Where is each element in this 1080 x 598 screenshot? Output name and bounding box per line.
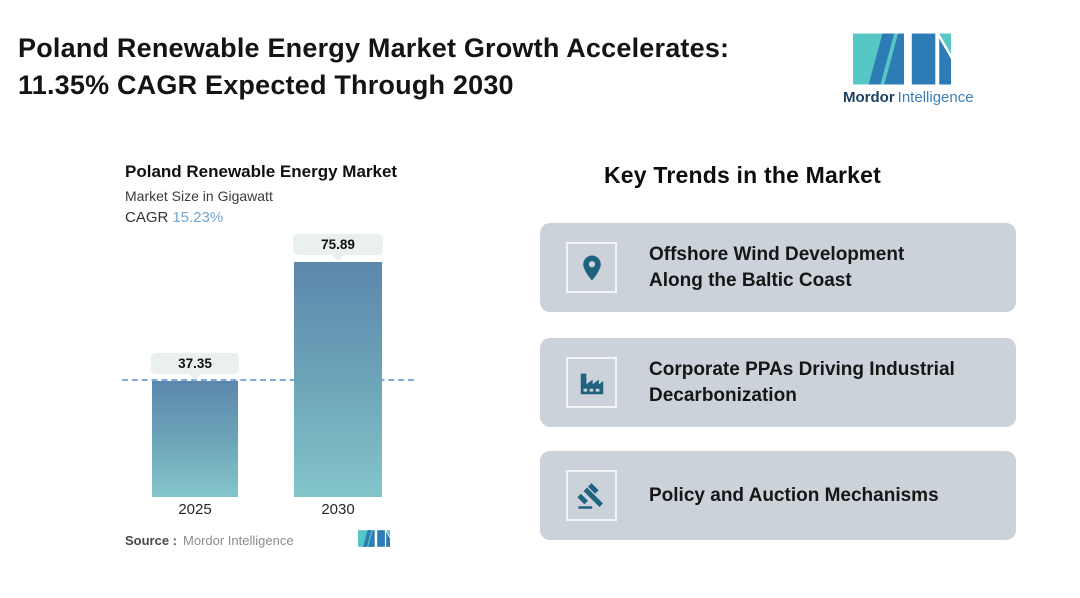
trend-icon-box xyxy=(566,470,617,521)
gavel-icon xyxy=(576,482,603,509)
reference-dashed-line xyxy=(122,379,414,381)
logo-brand-regular: Intelligence xyxy=(897,89,974,106)
chart-subtitle: Market Size in Gigawatt xyxy=(125,188,273,204)
mordor-intelligence-logo: Mordor Intelligence xyxy=(843,33,974,106)
location-pin-icon xyxy=(582,255,601,280)
label-pointer xyxy=(189,374,201,380)
source-row: Source : Mordor Intelligence xyxy=(125,533,294,548)
chart-header: Poland Renewable Energy Market Market Si… xyxy=(125,162,397,226)
x-tick-2030: 2030 xyxy=(321,501,355,518)
mini-logo-mark-icon xyxy=(358,530,390,547)
factory-icon xyxy=(580,373,603,394)
source-label: Source : xyxy=(125,533,178,548)
label-pointer xyxy=(332,255,344,261)
trend-card-corporate-ppas: Corporate PPAs Driving Industrial Decarbo… xyxy=(540,338,1016,427)
trend-icon-box xyxy=(566,242,617,293)
trend-card-text: Corporate PPAs Driving Industrial Decarbo… xyxy=(649,358,955,406)
bar-value-label-2030: 75.89 xyxy=(293,234,383,261)
x-tick-2025: 2025 xyxy=(178,501,212,518)
bar-column-2030: 75.89 2030 xyxy=(293,230,383,520)
bar-2025 xyxy=(152,381,238,497)
mordor-logo-mark-icon xyxy=(853,33,951,85)
trends-heading: Key Trends in the Market xyxy=(603,162,882,188)
bar-value-text: 75.89 xyxy=(321,237,355,252)
trend-card-text: Policy and Auction Mechanisms xyxy=(649,484,939,506)
page-title-line2: 11.35% CAGR Expected Through 2030 xyxy=(18,70,514,100)
logo-wordmark: Mordor Intelligence xyxy=(843,89,974,106)
page-title-line1: Poland Renewable Energy Market Growth Ac… xyxy=(18,33,730,63)
chart-title: Poland Renewable Energy Market xyxy=(125,162,398,181)
bar-chart-plot: 37.35 2025 75.89 2030 xyxy=(122,230,414,520)
logo-brand-bold: Mordor xyxy=(843,89,895,106)
trend-card-policy-auction: Policy and Auction Mechanisms xyxy=(540,451,1016,540)
cagr-label: CAGR xyxy=(125,209,169,226)
bar-value-text: 37.35 xyxy=(178,356,212,371)
page-title: Poland Renewable Energy Market Growth Ac… xyxy=(18,30,818,104)
bar-2030 xyxy=(294,262,382,497)
bar-value-label-2025: 37.35 xyxy=(151,353,239,380)
cagr-value: 15.23% xyxy=(172,209,224,226)
trend-card-text: Offshore Wind Development Along the Balti… xyxy=(649,243,905,291)
chart-cagr-row: CAGR 15.23% xyxy=(125,209,397,226)
trend-card-offshore-wind: Offshore Wind Development Along the Balti… xyxy=(540,223,1016,312)
trend-icon-box xyxy=(566,357,617,408)
source-value: Mordor Intelligence xyxy=(183,533,294,548)
bar-column-2025: 37.35 2025 xyxy=(151,230,239,520)
